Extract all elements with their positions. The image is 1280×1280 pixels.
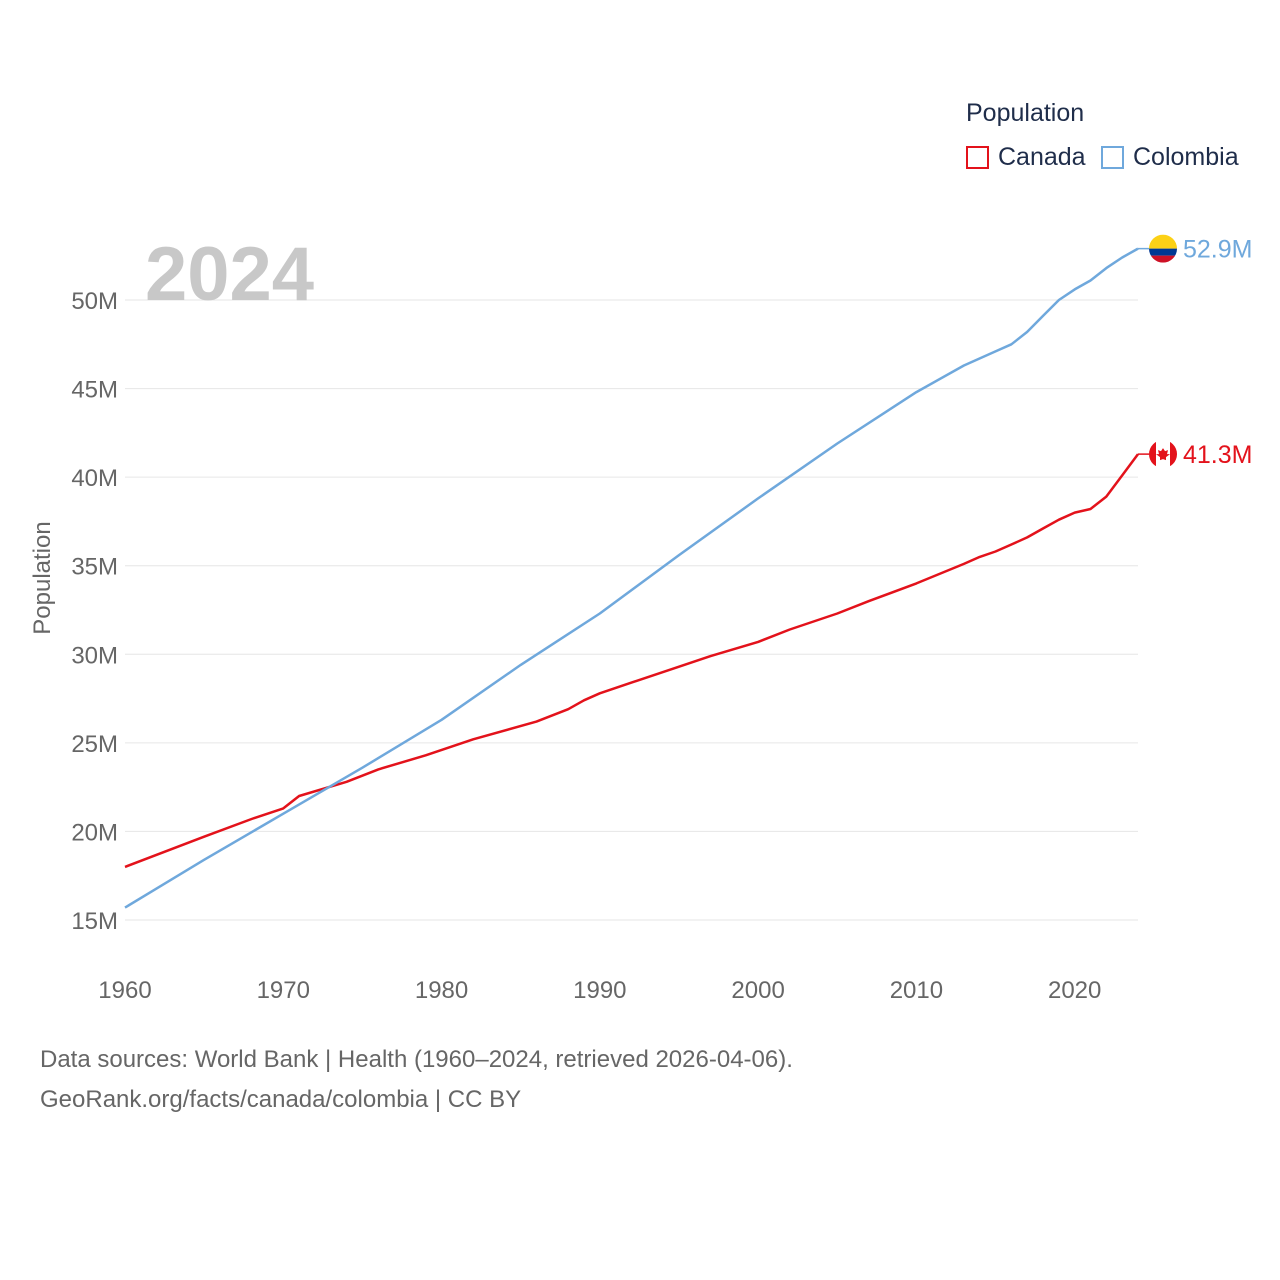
x-tick-label: 1980 xyxy=(415,977,468,1004)
legend-label-colombia: Colombia xyxy=(1133,143,1239,171)
legend-label-canada: Canada xyxy=(998,143,1086,171)
y-tick-label: 25M xyxy=(71,731,118,758)
canada-flag-icon xyxy=(1149,440,1177,469)
y-axis-ticks: 15M 20M 25M 30M 35M 40M 45M 50M xyxy=(71,288,118,935)
grid xyxy=(125,299,1138,921)
y-tick-label: 15M xyxy=(71,908,118,935)
series-line-colombia[interactable] xyxy=(124,247,1139,909)
end-markers: 52.9M 41.3M xyxy=(1138,234,1252,469)
y-tick-label: 45M xyxy=(71,377,118,404)
legend-item-colombia[interactable]: Colombia xyxy=(1101,143,1239,172)
x-tick-label: 2010 xyxy=(890,977,943,1004)
y-tick-label: 20M xyxy=(71,819,118,846)
y-axis-label: Population xyxy=(29,521,56,634)
y-tick-label: 35M xyxy=(71,554,118,581)
y-tick-label: 30M xyxy=(71,642,118,669)
x-axis-ticks: 1960 1970 1980 1990 2000 2010 2020 xyxy=(98,977,1101,1004)
colombia-end-label: 52.9M xyxy=(1183,236,1252,264)
footer-attribution[interactable]: GeoRank.org/facts/canada/colombia | CC B… xyxy=(40,1086,522,1113)
y-tick-label: 40M xyxy=(71,465,118,492)
x-tick-label: 1990 xyxy=(573,977,626,1004)
legend-swatch-canada xyxy=(966,146,989,169)
x-tick-label: 2000 xyxy=(731,977,784,1004)
y-tick-label: 50M xyxy=(71,288,118,315)
series-line-canada[interactable] xyxy=(124,453,1140,869)
legend-title: Population xyxy=(966,99,1085,127)
colombia-flag-icon xyxy=(1149,234,1177,263)
canada-end-label: 41.3M xyxy=(1183,441,1252,469)
legend-swatch-colombia xyxy=(1101,146,1124,169)
legend-item-canada[interactable]: Canada xyxy=(966,143,1086,172)
x-tick-label: 1970 xyxy=(257,977,310,1004)
year-watermark: 2024 xyxy=(145,232,314,317)
x-tick-label: 1960 xyxy=(98,977,151,1004)
series-lines xyxy=(124,247,1140,909)
x-tick-label: 2020 xyxy=(1048,977,1101,1004)
footer-source: Data sources: World Bank | Health (1960–… xyxy=(40,1046,793,1073)
